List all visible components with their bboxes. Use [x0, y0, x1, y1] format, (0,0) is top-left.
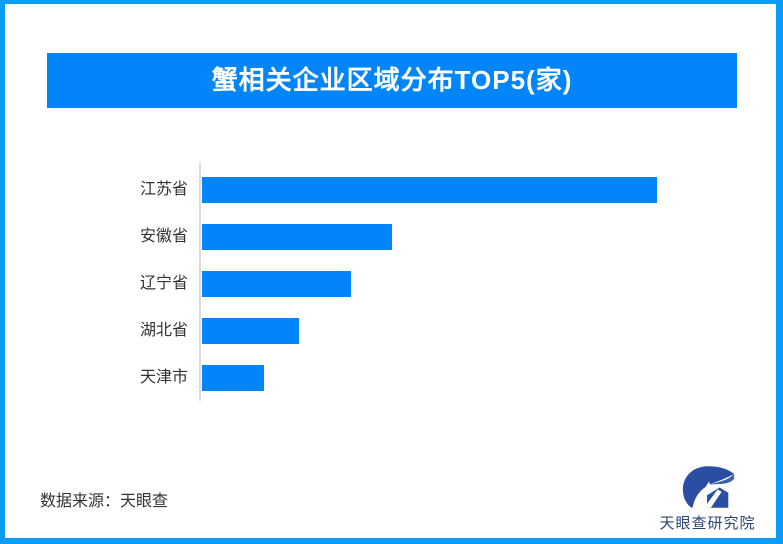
category-label: 天津市: [139, 369, 188, 386]
bar: [202, 224, 392, 250]
page-background: 蟹相关企业区域分布TOP5(家) 江苏省安徽省辽宁省湖北省天津市 数据来源：天眼…: [5, 4, 776, 538]
bar: [202, 177, 657, 203]
bar-chart: 江苏省安徽省辽宁省湖北省天津市: [5, 163, 776, 407]
bar: [202, 365, 264, 391]
tianyancha-logo-icon: [682, 466, 734, 509]
chart-title-banner: 蟹相关企业区域分布TOP5(家): [47, 53, 737, 108]
bar: [202, 271, 351, 297]
logo-text: 天眼查研究院: [659, 515, 756, 532]
category-label: 安徽省: [139, 228, 188, 245]
logo: 天眼查研究院: [650, 464, 765, 533]
category-label: 江苏省: [139, 181, 188, 198]
data-source-label: 数据来源：天眼查: [40, 493, 169, 510]
category-label: 湖北省: [139, 322, 188, 339]
y-axis-line: [199, 163, 201, 401]
category-label: 辽宁省: [139, 275, 188, 292]
bar: [202, 318, 299, 344]
chart-title: 蟹相关企业区域分布TOP5(家): [211, 65, 573, 95]
